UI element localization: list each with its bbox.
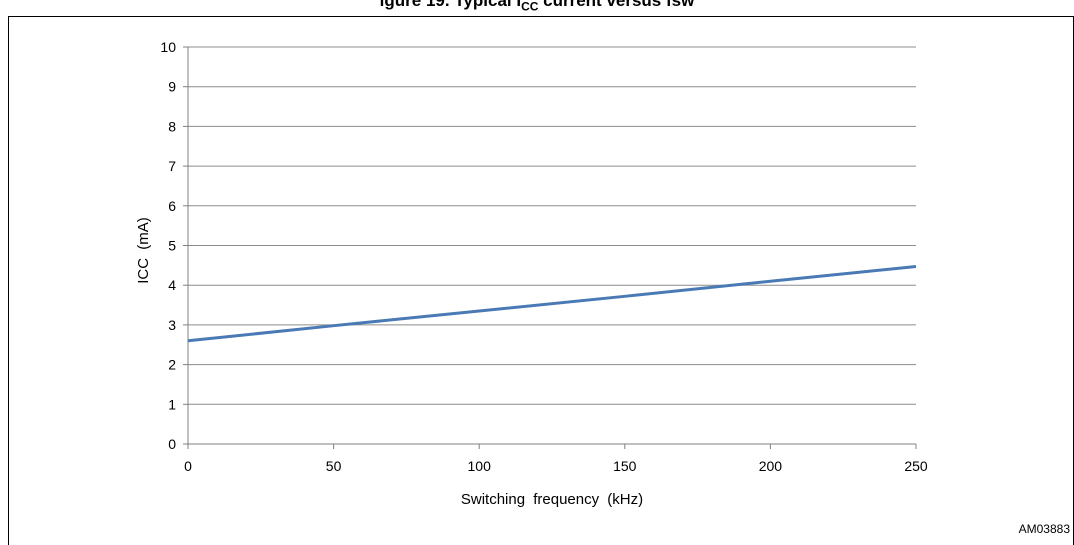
y-tick-label: 7	[168, 158, 176, 174]
series-line	[187, 265, 917, 343]
x-tick-label: 250	[904, 458, 928, 474]
x-tick-label: 0	[184, 458, 192, 474]
y-tick-labels: 0 1 2 3 4 5 6 7 8 9 10	[160, 39, 176, 452]
y-axis-label: ICC (mA)	[135, 217, 152, 284]
y-tick-label: 0	[168, 436, 176, 452]
title-subscript: CC	[521, 0, 539, 14]
x-tick-labels: 0 50 100 150 200 250	[184, 458, 928, 474]
x-tick-label: 150	[613, 458, 637, 474]
x-tick-label: 200	[759, 458, 783, 474]
y-tick-label: 1	[168, 396, 176, 412]
y-tick-label: 9	[168, 79, 176, 95]
x-tick-label: 100	[468, 458, 492, 474]
grid-lines	[183, 46, 917, 449]
y-tick-label: 6	[168, 198, 176, 214]
x-tick-label: 50	[326, 458, 342, 474]
y-tick-label: 10	[160, 39, 176, 55]
y-tick-label: 2	[168, 357, 176, 373]
figure-title: igure 19. Typical ICC current versus fsw	[379, 0, 695, 14]
y-tick-label: 4	[168, 277, 176, 293]
y-tick-label: 3	[168, 317, 176, 333]
y-tick-label: 5	[168, 238, 176, 254]
y-tick-label: 8	[168, 118, 176, 134]
figure-id: AM03883	[1018, 522, 1070, 536]
x-axis-label: Switching frequency (kHz)	[461, 491, 643, 508]
